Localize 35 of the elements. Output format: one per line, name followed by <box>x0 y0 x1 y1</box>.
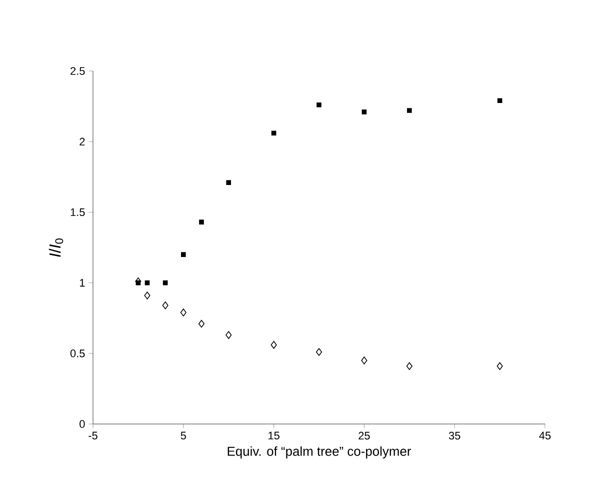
point <box>136 280 141 286</box>
point <box>407 108 412 113</box>
point <box>226 331 232 339</box>
point <box>198 320 205 328</box>
y-tick-label: 0 <box>80 420 85 428</box>
y-axis-title: I/I$_{0}$ <box>48 238 64 257</box>
point <box>162 280 168 286</box>
y-tick-label: 1 <box>80 279 85 287</box>
x-tick-label: -5 <box>88 432 98 440</box>
y-tick-label: 0.5 <box>70 350 85 358</box>
x-axis-title: Equiv. of “palm tree” co-polymer <box>228 446 411 458</box>
y-tick-label: 2.5 <box>70 67 85 75</box>
point <box>226 180 231 185</box>
point <box>180 308 186 316</box>
x-tick-label: 45 <box>539 432 551 440</box>
y-tick-label: 1.5 <box>70 208 85 216</box>
point <box>316 348 322 356</box>
point <box>162 301 168 310</box>
x-tick-label: 35 <box>448 432 460 440</box>
point <box>270 341 277 349</box>
point <box>271 130 276 136</box>
point <box>144 292 150 300</box>
point <box>316 102 322 108</box>
x-tick-label: 15 <box>268 432 280 440</box>
y-tick-label: 2 <box>80 138 85 146</box>
x-tick-label: 5 <box>180 432 186 440</box>
point <box>497 98 502 104</box>
point <box>496 362 503 370</box>
point <box>181 252 186 257</box>
x-tick-label: 25 <box>358 432 370 440</box>
point <box>361 356 368 364</box>
point <box>144 280 150 286</box>
point <box>199 220 204 224</box>
point <box>406 362 412 370</box>
point <box>362 110 367 114</box>
